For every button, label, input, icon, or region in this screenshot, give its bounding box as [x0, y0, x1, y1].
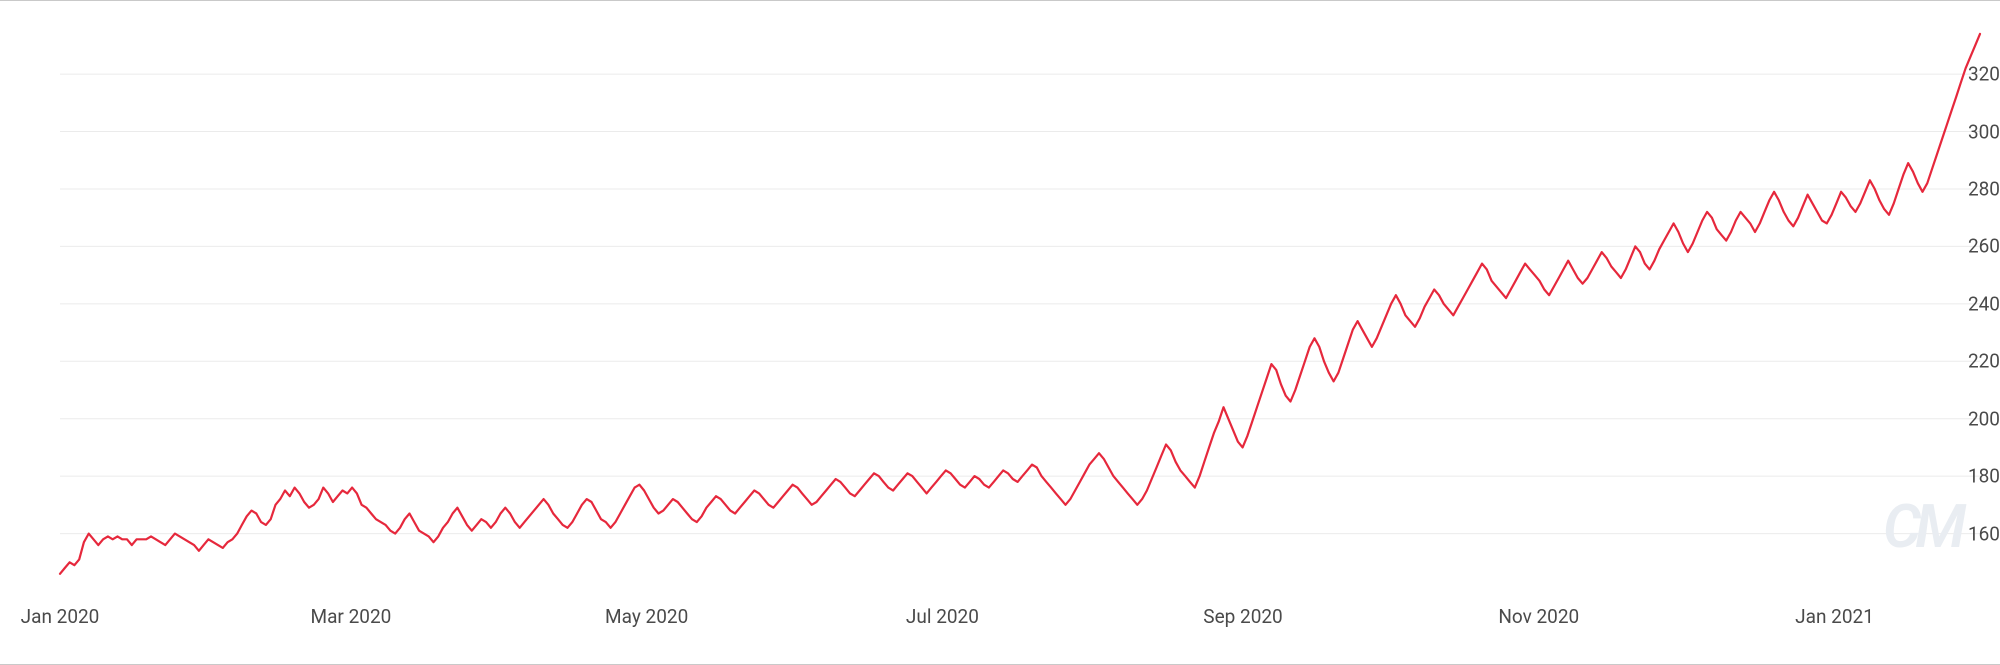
y-tick-label: 160 [1952, 522, 2000, 545]
y-tick-label: 200 [1952, 407, 2000, 430]
y-tick-label: 300 [1952, 120, 2000, 143]
x-tick-label: Sep 2020 [1203, 605, 1282, 628]
x-tick-label: Jan 2020 [21, 605, 100, 628]
y-tick-label: 280 [1952, 177, 2000, 200]
y-tick-label: 240 [1952, 292, 2000, 315]
x-tick-label: May 2020 [605, 605, 688, 628]
y-tick-label: 220 [1952, 350, 2000, 373]
line-chart [0, 1, 2000, 665]
y-tick-label: 260 [1952, 235, 2000, 258]
chart-frame: 160 180 200 220 240 260 280 300 320 Jan 2020 Mar … [0, 0, 2000, 665]
grid [60, 74, 1980, 533]
x-tick-label: Mar 2020 [311, 605, 392, 628]
x-tick-label: Nov 2020 [1498, 605, 1579, 628]
x-tick-label: Jan 2021 [1795, 605, 1874, 628]
x-tick-label: Jul 2020 [906, 605, 979, 628]
y-tick-label: 180 [1952, 465, 2000, 488]
y-tick-label: 320 [1952, 63, 2000, 86]
